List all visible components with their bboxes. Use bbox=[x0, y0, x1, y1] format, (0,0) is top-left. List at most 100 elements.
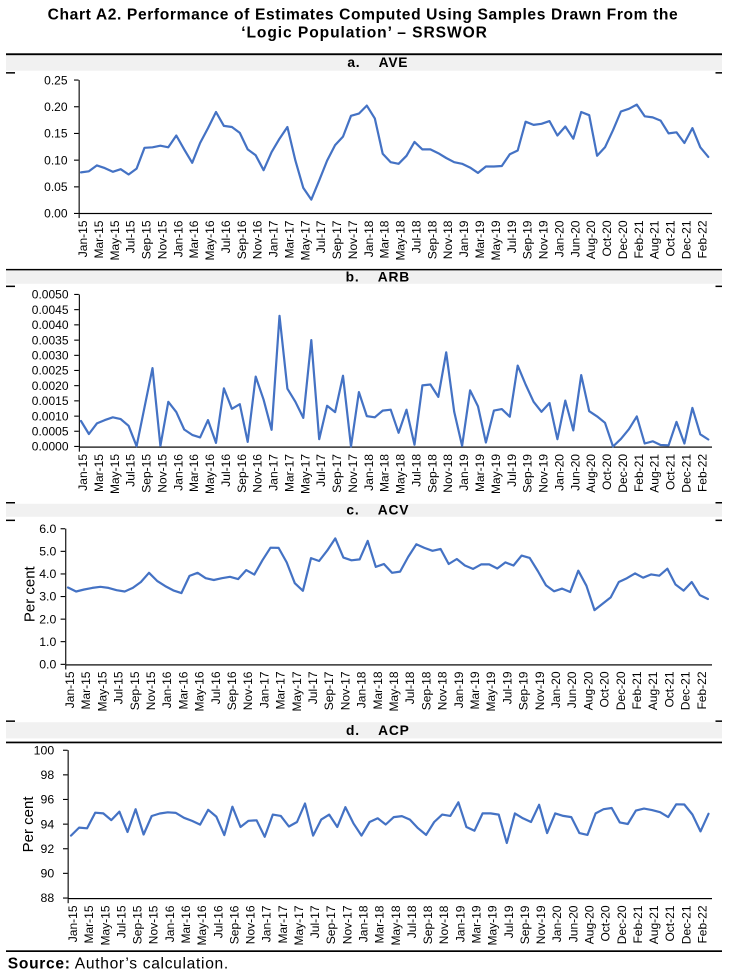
svg-text:Mar-19: Mar-19 bbox=[473, 220, 487, 258]
svg-text:Chart A2. Performance of Estim: Chart A2. Performance of Estimates Compu… bbox=[48, 7, 679, 24]
svg-text:Feb-22: Feb-22 bbox=[695, 220, 709, 258]
svg-text:May-15: May-15 bbox=[108, 220, 122, 260]
svg-text:Mar-16: Mar-16 bbox=[176, 671, 190, 709]
svg-text:Oct-20: Oct-20 bbox=[600, 454, 614, 490]
svg-text:Jul-17: Jul-17 bbox=[306, 671, 320, 704]
svg-text:0.0040: 0.0040 bbox=[32, 318, 69, 332]
svg-text:Aug-20: Aug-20 bbox=[581, 671, 595, 710]
svg-text:Jan-15: Jan-15 bbox=[76, 454, 90, 491]
svg-text:Mar-16: Mar-16 bbox=[179, 905, 193, 943]
svg-text:Oct-21: Oct-21 bbox=[663, 905, 677, 941]
svg-text:0.00: 0.00 bbox=[44, 207, 68, 221]
svg-text:5.0: 5.0 bbox=[39, 545, 56, 559]
svg-text:Nov-16: Nov-16 bbox=[244, 905, 258, 944]
svg-text:Mar-16: Mar-16 bbox=[187, 454, 201, 492]
svg-text:3.0: 3.0 bbox=[39, 590, 56, 604]
svg-text:Jul-15: Jul-15 bbox=[124, 454, 138, 487]
svg-text:‘Logic Population’ – SRSWOR: ‘Logic Population’ – SRSWOR bbox=[241, 25, 488, 42]
svg-text:Jun-20: Jun-20 bbox=[566, 905, 580, 942]
svg-text:2.0: 2.0 bbox=[39, 612, 56, 626]
svg-text:Sep-16: Sep-16 bbox=[227, 905, 241, 944]
svg-text:May-18: May-18 bbox=[387, 671, 401, 711]
svg-text:0.0000: 0.0000 bbox=[32, 440, 69, 454]
svg-text:Oct-20: Oct-20 bbox=[599, 905, 613, 941]
svg-text:Sep-19: Sep-19 bbox=[521, 220, 535, 259]
svg-text:Nov-19: Nov-19 bbox=[533, 671, 547, 710]
svg-text:Nov-17: Nov-17 bbox=[340, 905, 354, 944]
svg-text:Dec-20: Dec-20 bbox=[615, 905, 629, 944]
svg-text:Mar-18: Mar-18 bbox=[378, 220, 392, 258]
svg-text:Per cent: Per cent bbox=[20, 796, 37, 853]
svg-text:Jul-16: Jul-16 bbox=[219, 220, 233, 253]
svg-text:Jul-15: Jul-15 bbox=[114, 905, 128, 938]
svg-text:0.0: 0.0 bbox=[39, 658, 56, 672]
svg-text:Jun-20: Jun-20 bbox=[568, 220, 582, 257]
svg-text:Oct-21: Oct-21 bbox=[662, 671, 676, 707]
svg-text:Aug-20: Aug-20 bbox=[584, 454, 598, 493]
svg-text:Nov-18: Nov-18 bbox=[436, 671, 450, 710]
svg-text:Jan-19: Jan-19 bbox=[453, 905, 467, 942]
svg-text:Nov-17: Nov-17 bbox=[346, 220, 360, 259]
svg-text:Jan-15: Jan-15 bbox=[63, 671, 77, 708]
svg-text:Aug-21: Aug-21 bbox=[646, 671, 660, 710]
svg-text:c. ACV: c. ACV bbox=[346, 502, 409, 517]
svg-text:Nov-18: Nov-18 bbox=[441, 454, 455, 493]
svg-text:0.0020: 0.0020 bbox=[32, 379, 69, 393]
svg-text:98: 98 bbox=[41, 768, 55, 782]
svg-text:Jan-18: Jan-18 bbox=[355, 671, 369, 708]
svg-text:d. ACP: d. ACP bbox=[346, 723, 409, 738]
svg-text:May-17: May-17 bbox=[292, 905, 306, 945]
svg-text:Jan-18: Jan-18 bbox=[362, 454, 376, 491]
svg-text:Feb-21: Feb-21 bbox=[630, 671, 644, 709]
svg-text:Aug-20: Aug-20 bbox=[584, 220, 598, 259]
svg-text:May-16: May-16 bbox=[193, 671, 207, 711]
svg-text:Jan-19: Jan-19 bbox=[457, 220, 471, 257]
svg-text:Per cent: Per cent bbox=[22, 565, 39, 622]
svg-text:Sep-18: Sep-18 bbox=[425, 220, 439, 259]
svg-text:0.10: 0.10 bbox=[44, 153, 68, 167]
svg-text:Mar-19: Mar-19 bbox=[468, 671, 482, 709]
svg-text:May-16: May-16 bbox=[203, 220, 217, 260]
svg-text:0.0010: 0.0010 bbox=[32, 409, 69, 423]
svg-text:Jan-17: Jan-17 bbox=[267, 220, 281, 257]
svg-text:Mar-15: Mar-15 bbox=[92, 454, 106, 492]
svg-text:Aug-21: Aug-21 bbox=[648, 220, 662, 259]
svg-text:Feb-22: Feb-22 bbox=[695, 454, 709, 492]
svg-text:Sep-18: Sep-18 bbox=[425, 454, 439, 493]
svg-text:Mar-18: Mar-18 bbox=[373, 905, 387, 943]
svg-text:Mar-17: Mar-17 bbox=[282, 454, 296, 492]
svg-text:88: 88 bbox=[41, 891, 55, 905]
svg-text:Sep-18: Sep-18 bbox=[421, 905, 435, 944]
svg-text:Nov-16: Nov-16 bbox=[251, 220, 265, 259]
svg-text:Sep-15: Sep-15 bbox=[131, 905, 145, 944]
svg-text:Jul-17: Jul-17 bbox=[308, 905, 322, 938]
svg-text:Jul-15: Jul-15 bbox=[112, 671, 126, 704]
svg-text:Sep-16: Sep-16 bbox=[225, 671, 239, 710]
svg-text:May-19: May-19 bbox=[489, 220, 503, 260]
svg-text:Jan-20: Jan-20 bbox=[552, 220, 566, 257]
svg-text:Oct-21: Oct-21 bbox=[664, 220, 678, 256]
svg-text:Sep-17: Sep-17 bbox=[322, 671, 336, 710]
svg-text:0.0025: 0.0025 bbox=[32, 364, 69, 378]
svg-text:0.05: 0.05 bbox=[44, 180, 68, 194]
svg-text:May-15: May-15 bbox=[98, 905, 112, 945]
svg-text:Dec-21: Dec-21 bbox=[679, 905, 693, 944]
svg-text:May-15: May-15 bbox=[95, 671, 109, 711]
svg-text:Sep-19: Sep-19 bbox=[521, 454, 535, 493]
svg-text:Oct-20: Oct-20 bbox=[600, 220, 614, 256]
svg-text:Mar-17: Mar-17 bbox=[282, 220, 296, 258]
svg-text:Nov-16: Nov-16 bbox=[251, 454, 265, 493]
svg-text:Sep-16: Sep-16 bbox=[235, 220, 249, 259]
svg-text:Jan-16: Jan-16 bbox=[163, 905, 177, 942]
svg-text:100: 100 bbox=[34, 743, 55, 757]
svg-text:May-16: May-16 bbox=[195, 905, 209, 945]
svg-text:Nov-17: Nov-17 bbox=[338, 671, 352, 710]
svg-text:92: 92 bbox=[41, 842, 55, 856]
svg-text:Jun-20: Jun-20 bbox=[565, 671, 579, 708]
svg-text:Nov-16: Nov-16 bbox=[241, 671, 255, 710]
svg-text:May-19: May-19 bbox=[484, 671, 498, 711]
svg-text:Sep-17: Sep-17 bbox=[324, 905, 338, 944]
svg-text:Jul-18: Jul-18 bbox=[410, 454, 424, 487]
svg-text:Mar-18: Mar-18 bbox=[378, 454, 392, 492]
svg-text:May-16: May-16 bbox=[203, 454, 217, 494]
